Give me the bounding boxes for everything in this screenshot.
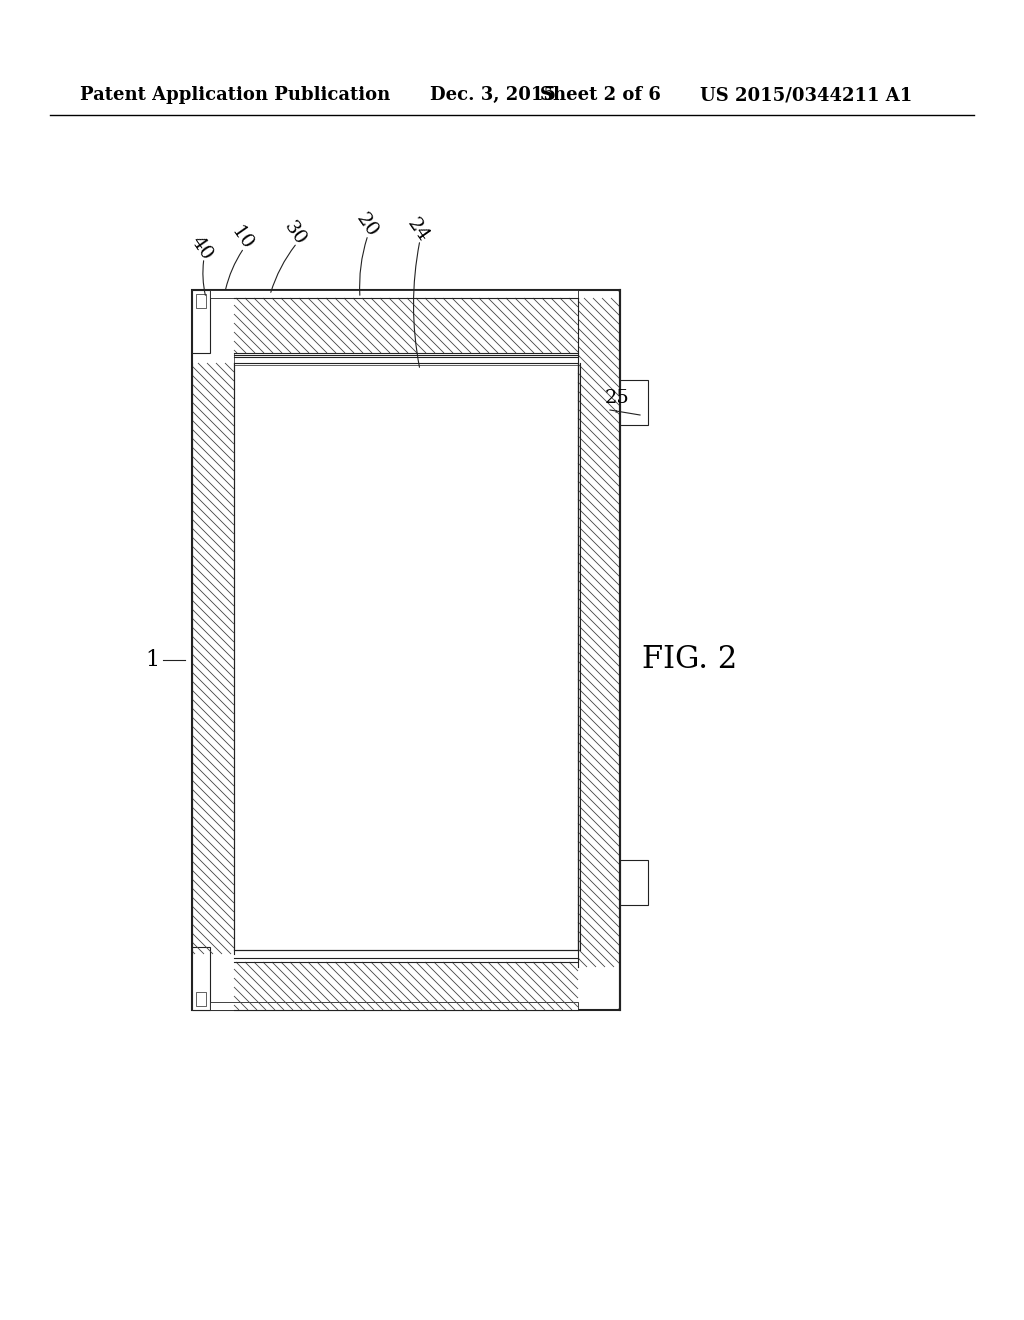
Bar xyxy=(193,290,620,1010)
Bar xyxy=(193,946,210,1010)
Bar xyxy=(620,861,648,906)
Text: Patent Application Publication: Patent Application Publication xyxy=(80,86,390,104)
Bar xyxy=(196,993,206,1006)
Text: 10: 10 xyxy=(227,223,256,253)
Bar xyxy=(193,290,210,352)
Text: Dec. 3, 2015: Dec. 3, 2015 xyxy=(430,86,556,104)
Bar xyxy=(620,380,648,425)
Bar xyxy=(234,363,578,950)
Text: 20: 20 xyxy=(352,210,382,240)
Text: US 2015/0344211 A1: US 2015/0344211 A1 xyxy=(700,86,912,104)
Text: 24: 24 xyxy=(403,215,432,246)
Text: 25: 25 xyxy=(605,389,630,407)
Text: 40: 40 xyxy=(187,232,216,263)
Text: Sheet 2 of 6: Sheet 2 of 6 xyxy=(540,86,660,104)
Bar xyxy=(210,290,578,298)
Bar xyxy=(234,352,578,366)
Bar xyxy=(196,294,206,308)
Text: FIG. 2: FIG. 2 xyxy=(642,644,737,676)
Text: 30: 30 xyxy=(281,218,309,248)
Text: 1: 1 xyxy=(145,649,159,671)
Bar xyxy=(210,1002,578,1010)
